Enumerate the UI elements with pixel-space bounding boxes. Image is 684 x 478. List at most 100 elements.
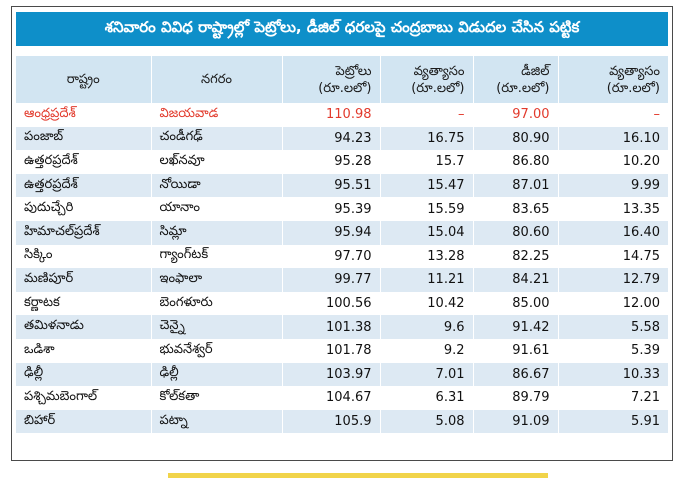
cell-city: గ్యాంగ్‌టక్	[150, 244, 282, 269]
col-header-petrol-diff: వ్యత్యాసం (రూ.లలో)	[379, 56, 473, 103]
cell-state: ఢిల్లీ	[16, 362, 151, 387]
fuel-price-table: రాష్ట్రం నగరం పెట్రోలు (రూ.లలో) వ్యత్యాస…	[16, 56, 668, 434]
cell-city: యానాం	[150, 197, 282, 221]
cell-petrol-diff: 6.31	[379, 386, 473, 410]
cell-petrol: 101.38	[281, 315, 380, 339]
cell-state: సిక్కిం	[16, 244, 151, 269]
col-header-diesel-diff: వ్యత్యాసం (రూ.లలో)	[557, 56, 668, 103]
cell-city: విజయవాడ	[150, 103, 282, 127]
cell-city: లఖ్‌నవూ	[150, 150, 282, 174]
table-row: బిహార్ పట్నా 105.9 5.08 91.09 5.91	[16, 409, 668, 434]
table-row: పశ్చిమబెంగాల్ కోల్‌కతా 104.67 6.31 89.79 7.21	[16, 386, 668, 410]
table-row: ఆంధ్రప్రదేశ్ విజయవాడ 110.98–97.00–	[16, 103, 668, 127]
table-row: ఉత్తరప్రదేశ్ లఖ్‌నవూ 95.28 15.7 86.80 10.20	[16, 150, 668, 174]
cell-petrol-diff: 9.2	[379, 338, 473, 363]
cell-diesel: 91.09	[472, 409, 558, 434]
col-header-state: రాష్ట్రం	[16, 56, 151, 103]
cell-petrol: 95.51	[281, 173, 380, 198]
cell-petrol-diff: 7.01	[379, 362, 473, 387]
table-row: ఉత్తరప్రదేశ్ నోయిడా 95.51 15.47 87.01 9.99	[16, 173, 668, 198]
cell-diesel-diff: 5.58	[557, 315, 668, 339]
col-header-petrol-line1: పెట్రోలు	[335, 63, 372, 79]
cell-state: హిమాచల్‌ప్రదేశ్	[16, 220, 151, 245]
cell-diesel: 83.65	[472, 197, 558, 221]
col-header-city: నగరం	[150, 56, 282, 103]
col-header-diesel: డీజిల్ (రూ.లలో)	[472, 56, 558, 103]
col-header-state-line1: రాష్ట్రం	[66, 72, 100, 87]
cell-city: బెంగళూరు	[150, 291, 282, 316]
cell-petrol-diff: 15.47	[379, 173, 473, 198]
bottom-color-strip	[168, 473, 548, 478]
cell-state: పంజాబ్	[16, 126, 151, 151]
cell-state: బిహార్	[16, 409, 151, 434]
cell-diesel-diff: 7.21	[557, 386, 668, 410]
cell-petrol: 105.9	[281, 409, 380, 434]
cell-petrol-diff: 16.75	[379, 126, 473, 151]
cell-petrol: 94.23	[281, 126, 380, 151]
cell-petrol-diff: 5.08	[379, 409, 473, 434]
cell-diesel-diff: 10.20	[557, 150, 668, 174]
col-header-city-line1: నగరం	[200, 72, 232, 87]
table-row: సిక్కిం గ్యాంగ్‌టక్ 97.70 13.28 82.25 14.75	[16, 244, 668, 269]
cell-petrol-diff: 13.28	[379, 244, 473, 269]
table-row: పంజాబ్ చండీగఢ్ 94.23 16.75 80.90 16.10	[16, 126, 668, 151]
cell-petrol: 95.94	[281, 220, 380, 245]
cell-petrol: 103.97	[281, 362, 380, 387]
cell-diesel: 82.25	[472, 244, 558, 269]
cell-diesel-diff: 16.10	[557, 126, 668, 151]
cell-diesel-diff: 12.00	[557, 291, 668, 316]
cell-petrol: 99.77	[281, 268, 380, 292]
cell-petrol: 95.28	[281, 150, 380, 174]
cell-diesel-diff: 5.91	[557, 409, 668, 434]
cell-diesel: 89.79	[472, 386, 558, 410]
cell-city: చండీగఢ్	[150, 126, 282, 151]
col-header-petrol: పెట్రోలు (రూ.లలో)	[281, 56, 380, 103]
cell-diesel-diff: 12.79	[557, 268, 668, 292]
cell-state: ఒడిశా	[16, 338, 151, 363]
cell-diesel: 86.67	[472, 362, 558, 387]
col-header-diesel-line1: డీజిల్	[521, 63, 550, 79]
col-header-diesel-diff-line2: (రూ.లలో)	[606, 80, 660, 96]
col-header-diesel-line2: (రూ.లలో)	[496, 80, 550, 96]
cell-diesel-diff: 9.99	[557, 173, 668, 198]
cell-state: ఉత్తరప్రదేశ్	[16, 150, 151, 174]
cell-diesel: 86.80	[472, 150, 558, 174]
cell-diesel-diff: 14.75	[557, 244, 668, 269]
cell-petrol: 97.70	[281, 244, 380, 269]
table-row: కర్ణాటక బెంగళూరు 100.56 10.42 85.00 12.00	[16, 291, 668, 316]
cell-petrol: 104.67	[281, 386, 380, 410]
header-row: రాష్ట్రం నగరం పెట్రోలు (రూ.లలో) వ్యత్యాస…	[16, 56, 668, 103]
cell-state: మణిపూర్	[16, 268, 151, 292]
cell-diesel: 91.61	[472, 338, 558, 363]
table-row: ఢిల్లీ ఢిల్లీ 103.97 7.01 86.67 10.33	[16, 362, 668, 387]
cell-petrol: 95.39	[281, 197, 380, 221]
cell-state: పశ్చిమబెంగాల్	[16, 386, 151, 410]
cell-petrol-diff: 15.7	[379, 150, 473, 174]
cell-diesel: 80.90	[472, 126, 558, 151]
cell-petrol: 100.56	[281, 291, 380, 316]
col-header-diesel-diff-line1: వ్యత్యాసం	[609, 63, 660, 79]
cell-petrol-diff: 10.42	[379, 291, 473, 316]
cell-diesel-diff: 10.33	[557, 362, 668, 387]
cell-city: సిమ్లా	[150, 220, 282, 245]
cell-diesel-diff: 5.39	[557, 338, 668, 363]
cell-petrol-diff: 11.21	[379, 268, 473, 292]
cell-petrol: 110.98	[281, 103, 380, 127]
cell-state: ఆంధ్రప్రదేశ్	[16, 103, 151, 127]
cell-petrol: 101.78	[281, 338, 380, 363]
table-row: హిమాచల్‌ప్రదేశ్ సిమ్లా 95.94 15.04 80.60 16.4…	[16, 220, 668, 245]
cell-state: పుదుచ్చేరి	[16, 197, 151, 221]
table-row: తమిళనాడు చెన్నై 101.38 9.6 91.42 5.58	[16, 315, 668, 339]
cell-city: నోయిడా	[150, 173, 282, 198]
cell-city: ఇంఫాలా	[150, 268, 282, 292]
col-header-petrol-diff-line2: (రూ.లలో)	[411, 80, 465, 96]
cell-petrol-diff: 15.59	[379, 197, 473, 221]
cell-diesel: 84.21	[472, 268, 558, 292]
table-row: పుదుచ్చేరి యానాం 95.39 15.59 83.65 13.35	[16, 197, 668, 221]
cell-petrol-diff: 9.6	[379, 315, 473, 339]
cell-city: ఢిల్లీ	[150, 362, 282, 387]
cell-petrol-diff: –	[379, 103, 473, 127]
col-header-petrol-line2: (రూ.లలో)	[318, 80, 372, 96]
table-row: మణిపూర్ ఇంఫాలా 99.77 11.21 84.21 12.79	[16, 268, 668, 292]
table-title: శనివారం వివిధ రాష్ట్రాల్లో పెట్రోలు, డీజ…	[16, 12, 668, 46]
